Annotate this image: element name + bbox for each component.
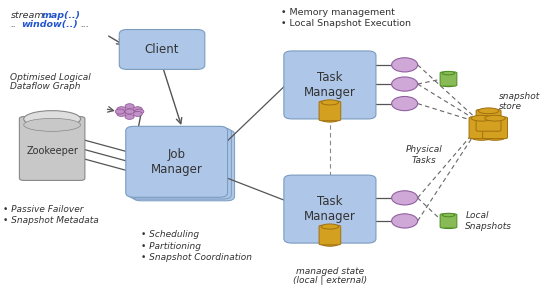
Circle shape [135,109,144,114]
Ellipse shape [321,100,339,105]
Text: Task
Manager: Task Manager [304,195,356,223]
Ellipse shape [442,213,455,217]
Text: .: . [71,11,74,20]
Text: map(..): map(..) [41,11,80,20]
Text: (local | external): (local | external) [293,277,367,285]
Text: window(..): window(..) [21,20,78,29]
Text: ...: ... [81,20,90,29]
Ellipse shape [321,241,339,246]
Text: • Local Snapshot Execution: • Local Snapshot Execution [281,19,411,28]
Text: • Scheduling: • Scheduling [141,230,200,239]
Ellipse shape [442,225,455,229]
Text: ..: .. [10,20,16,29]
Ellipse shape [24,118,80,131]
FancyBboxPatch shape [469,117,494,139]
Circle shape [133,107,142,112]
Ellipse shape [478,108,499,114]
Circle shape [125,109,134,114]
Ellipse shape [471,115,492,121]
Circle shape [117,107,126,112]
Circle shape [125,114,134,119]
Ellipse shape [321,117,339,122]
Text: Local
Snapshots: Local Snapshots [465,211,512,231]
Circle shape [392,58,417,72]
FancyBboxPatch shape [130,128,232,199]
Circle shape [133,111,142,116]
Ellipse shape [478,127,499,133]
Circle shape [125,104,134,109]
Ellipse shape [485,135,505,140]
FancyBboxPatch shape [284,175,376,243]
Text: snapshot
store: snapshot store [499,91,540,111]
Text: Task
Manager: Task Manager [304,71,356,99]
Text: • Snapshot Coordination: • Snapshot Coordination [141,253,252,263]
Ellipse shape [321,224,339,229]
Text: Physical
Tasks: Physical Tasks [406,145,443,165]
FancyBboxPatch shape [440,214,457,228]
Text: managed state: managed state [296,267,364,276]
FancyBboxPatch shape [319,225,341,245]
Circle shape [115,109,124,114]
FancyBboxPatch shape [119,29,205,69]
Circle shape [392,214,417,228]
Text: • Partitioning: • Partitioning [141,242,201,251]
Ellipse shape [471,135,492,140]
Ellipse shape [442,83,455,87]
Text: Job
Manager: Job Manager [151,148,202,176]
Ellipse shape [485,115,505,121]
Circle shape [392,191,417,205]
FancyBboxPatch shape [19,117,85,180]
Text: • Snapshot Metadata: • Snapshot Metadata [3,217,99,225]
FancyBboxPatch shape [284,51,376,119]
Ellipse shape [24,111,80,127]
Text: Zookeeper: Zookeeper [26,146,78,157]
Text: Optimised Logical: Optimised Logical [10,73,91,82]
Text: Client: Client [145,43,179,56]
Ellipse shape [442,71,455,75]
Circle shape [392,77,417,91]
Text: • Memory management: • Memory management [281,8,395,17]
Circle shape [117,111,126,116]
FancyBboxPatch shape [440,72,457,86]
Text: • Passive Failover: • Passive Failover [3,205,84,214]
Text: Dataflow Graph: Dataflow Graph [10,82,81,91]
FancyBboxPatch shape [476,110,501,131]
Text: stream.: stream. [10,11,47,20]
FancyBboxPatch shape [482,117,508,139]
FancyBboxPatch shape [126,126,228,197]
FancyBboxPatch shape [319,101,341,121]
FancyBboxPatch shape [133,130,235,201]
Circle shape [392,97,417,111]
